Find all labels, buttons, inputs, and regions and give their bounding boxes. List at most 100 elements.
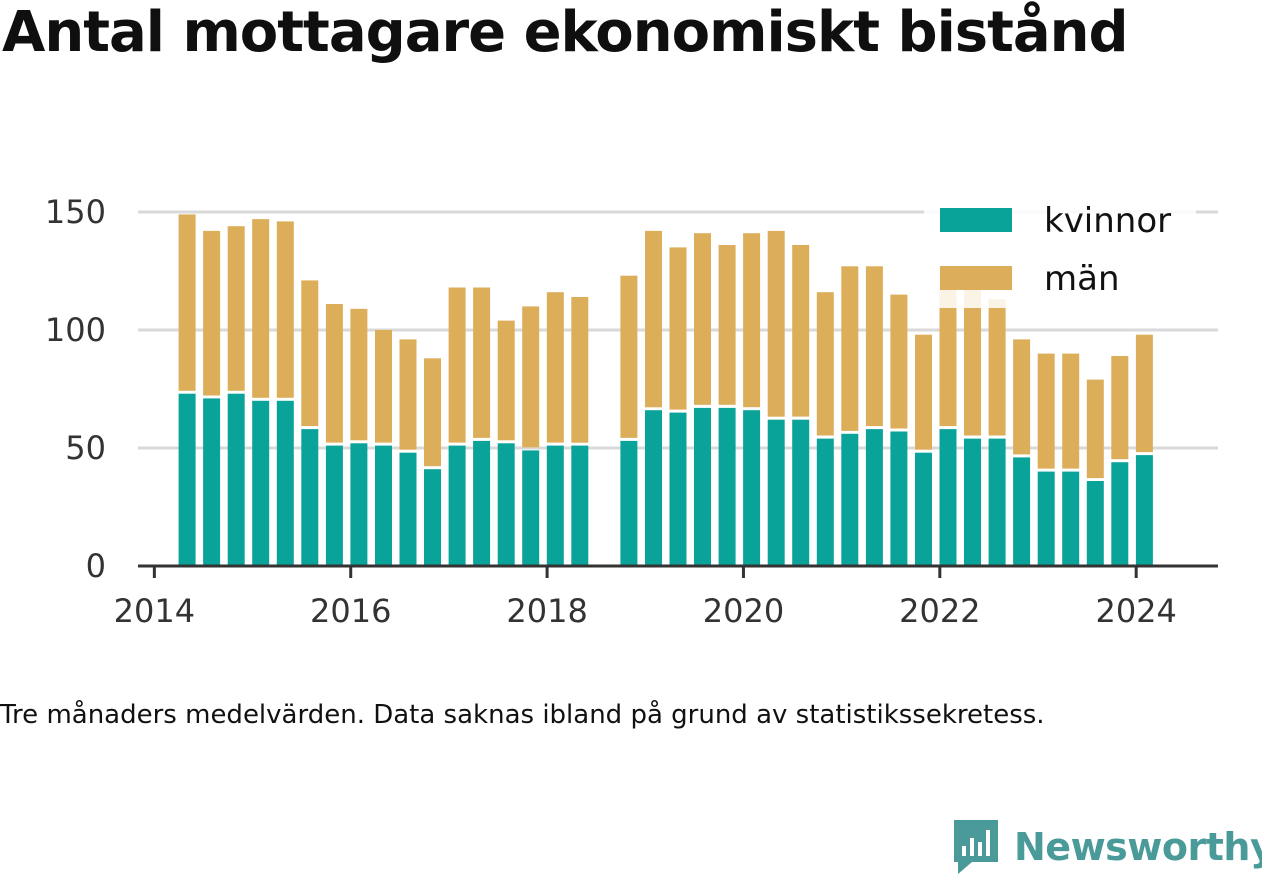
bar-män-2018-02 — [546, 292, 564, 443]
bar-kvinnor-2022-02 — [939, 429, 957, 566]
bar-kvinnor-2023-02 — [1037, 471, 1055, 566]
x-tick-label-2016: 2016 — [310, 592, 391, 630]
bar-män-2020-08 — [792, 245, 810, 417]
bar-kvinnor-2016-08 — [399, 452, 417, 566]
bar-män-2017-02 — [448, 287, 466, 443]
bar-kvinnor-2023-05 — [1062, 471, 1080, 566]
bar-kvinnor-2015-08 — [301, 429, 319, 566]
bar-kvinnor-2015-05 — [276, 400, 294, 566]
x-tick-label-2014: 2014 — [114, 592, 195, 630]
bar-kvinnor-2019-05 — [669, 412, 687, 566]
bar-män-2016-02 — [350, 308, 368, 441]
bar-män-2022-05 — [964, 287, 981, 436]
bar-män-2021-11 — [915, 334, 932, 450]
bar-kvinnor-2022-05 — [964, 438, 981, 566]
bar-kvinnor-2023-11 — [1111, 462, 1129, 566]
bar-män-2018-05 — [571, 297, 589, 443]
chart-title: Antal mottagare ekonomiskt bistånd — [2, 0, 1129, 65]
bar-kvinnor-2014-05 — [178, 393, 196, 566]
bar-kvinnor-2016-11 — [424, 469, 441, 566]
bar-kvinnor-2018-02 — [546, 445, 564, 566]
bar-män-2016-08 — [399, 339, 417, 450]
bar-män-2015-08 — [301, 280, 319, 427]
bar-män-2020-05 — [767, 230, 785, 417]
bar-kvinnor-2020-08 — [792, 419, 810, 566]
bar-kvinnor-2021-05 — [865, 429, 883, 566]
bar-män-2018-11 — [620, 275, 638, 438]
bar-män-2017-08 — [497, 320, 515, 441]
bar-kvinnor-2021-08 — [890, 431, 908, 566]
bar-kvinnor-2017-02 — [448, 445, 466, 566]
bar-kvinnor-2022-11 — [1013, 457, 1031, 566]
legend-swatch-kvinnor — [940, 208, 1012, 232]
bar-kvinnor-2016-05 — [375, 445, 392, 566]
bar-kvinnor-2014-08 — [203, 398, 221, 566]
bar-kvinnor-2020-05 — [767, 419, 785, 566]
bar-män-2015-11 — [325, 304, 343, 443]
bar-män-2015-05 — [276, 221, 294, 398]
x-tick-label-2018: 2018 — [506, 592, 587, 630]
bar-kvinnor-2019-08 — [694, 407, 711, 566]
bar-män-2016-05 — [375, 330, 392, 443]
bar-kvinnor-2017-11 — [522, 450, 540, 566]
bar-män-2023-02 — [1037, 353, 1055, 469]
bar-män-2024-02 — [1135, 334, 1153, 453]
bar-män-2021-08 — [890, 294, 908, 429]
bar-kvinnor-2023-08 — [1086, 481, 1104, 566]
x-tick-label-2020: 2020 — [703, 592, 784, 630]
bar-kvinnor-2020-11 — [816, 438, 834, 566]
chart-caption: Tre månaders medelvärden. Data saknas ib… — [0, 700, 1045, 730]
bar-män-2020-11 — [816, 292, 834, 436]
x-tick-label-2024: 2024 — [1095, 592, 1176, 630]
bar-kvinnor-2021-11 — [915, 452, 932, 566]
bar-män-2023-11 — [1111, 356, 1129, 460]
y-tick-label-100: 100 — [45, 311, 106, 349]
legend-label-män: män — [1044, 259, 1120, 299]
bar-kvinnor-2015-02 — [252, 400, 270, 566]
bar-kvinnor-2017-05 — [473, 440, 491, 566]
bar-kvinnor-2020-02 — [743, 410, 761, 566]
x-tick-label-2022: 2022 — [899, 592, 980, 630]
bar-män-2017-11 — [522, 306, 540, 448]
brand-logo: Newsworthy — [950, 818, 1262, 876]
bar-kvinnor-2019-02 — [645, 410, 662, 566]
legend-swatch-män — [940, 266, 1012, 290]
bar-kvinnor-2015-11 — [325, 445, 343, 566]
bar-män-2017-05 — [473, 287, 491, 438]
legend: kvinnor män — [924, 192, 1196, 308]
bar-kvinnor-2024-02 — [1135, 455, 1153, 566]
bar-män-2022-08 — [988, 299, 1006, 436]
bar-män-2022-02 — [939, 289, 957, 427]
bar-män-2014-08 — [203, 230, 221, 396]
bar-kvinnor-2018-11 — [620, 440, 638, 566]
newsworthy-logo-icon — [954, 820, 998, 874]
bar-män-2022-11 — [1013, 339, 1031, 455]
bar-män-2019-11 — [718, 245, 736, 405]
axes: 0 50 100 150 2014 2016 2018 2020 2022 2024 — [45, 193, 1218, 630]
bar-kvinnor-2014-11 — [227, 393, 245, 566]
bar-kvinnor-2017-08 — [497, 443, 515, 566]
bar-män-2015-02 — [252, 219, 270, 398]
bar-män-2019-05 — [669, 247, 687, 410]
legend-label-kvinnor: kvinnor — [1044, 201, 1171, 241]
bar-kvinnor-2021-02 — [841, 433, 859, 566]
bar-män-2023-05 — [1062, 353, 1080, 469]
brand-name: Newsworthy — [1014, 825, 1262, 869]
bar-män-2014-11 — [227, 226, 245, 391]
bar-män-2020-02 — [743, 233, 761, 408]
bar-män-2019-08 — [694, 233, 711, 405]
bar-män-2021-02 — [841, 266, 859, 431]
y-tick-label-150: 150 — [45, 193, 106, 231]
bar-kvinnor-2019-11 — [718, 407, 736, 566]
bar-män-2023-08 — [1086, 379, 1104, 479]
bar-män-2016-11 — [424, 358, 441, 467]
bar-män-2021-05 — [865, 266, 883, 427]
bar-kvinnor-2016-02 — [350, 443, 368, 566]
y-tick-label-0: 0 — [86, 547, 106, 585]
bar-män-2019-02 — [645, 230, 662, 408]
bar-kvinnor-2018-05 — [571, 445, 589, 566]
bar-kvinnor-2022-08 — [988, 438, 1006, 566]
y-tick-label-50: 50 — [65, 429, 106, 467]
bars — [178, 214, 1153, 566]
